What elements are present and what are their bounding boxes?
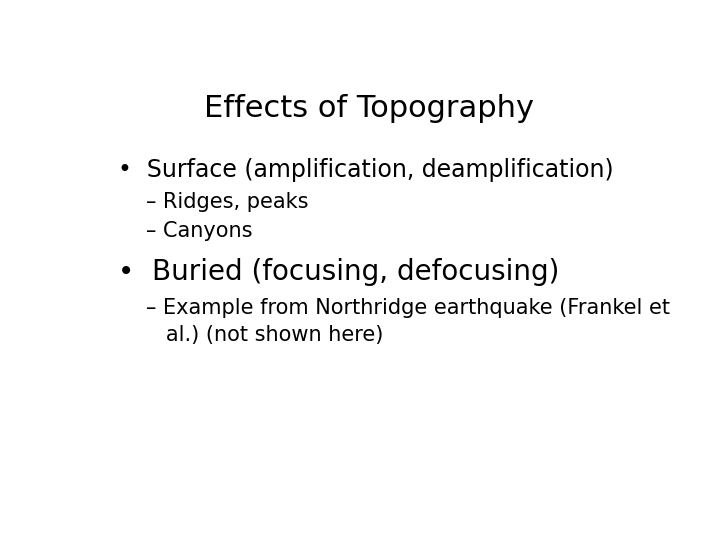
Text: •  Surface (amplification, deamplification): • Surface (amplification, deamplificatio… <box>118 158 613 183</box>
Text: al.) (not shown here): al.) (not shown here) <box>145 325 383 345</box>
Text: •  Buried (focusing, defocusing): • Buried (focusing, defocusing) <box>118 258 559 286</box>
Text: Effects of Topography: Effects of Topography <box>204 94 534 123</box>
Text: – Example from Northridge earthquake (Frankel et: – Example from Northridge earthquake (Fr… <box>145 298 670 318</box>
Text: – Ridges, peaks: – Ridges, peaks <box>145 192 308 212</box>
Text: – Canyons: – Canyons <box>145 221 252 241</box>
